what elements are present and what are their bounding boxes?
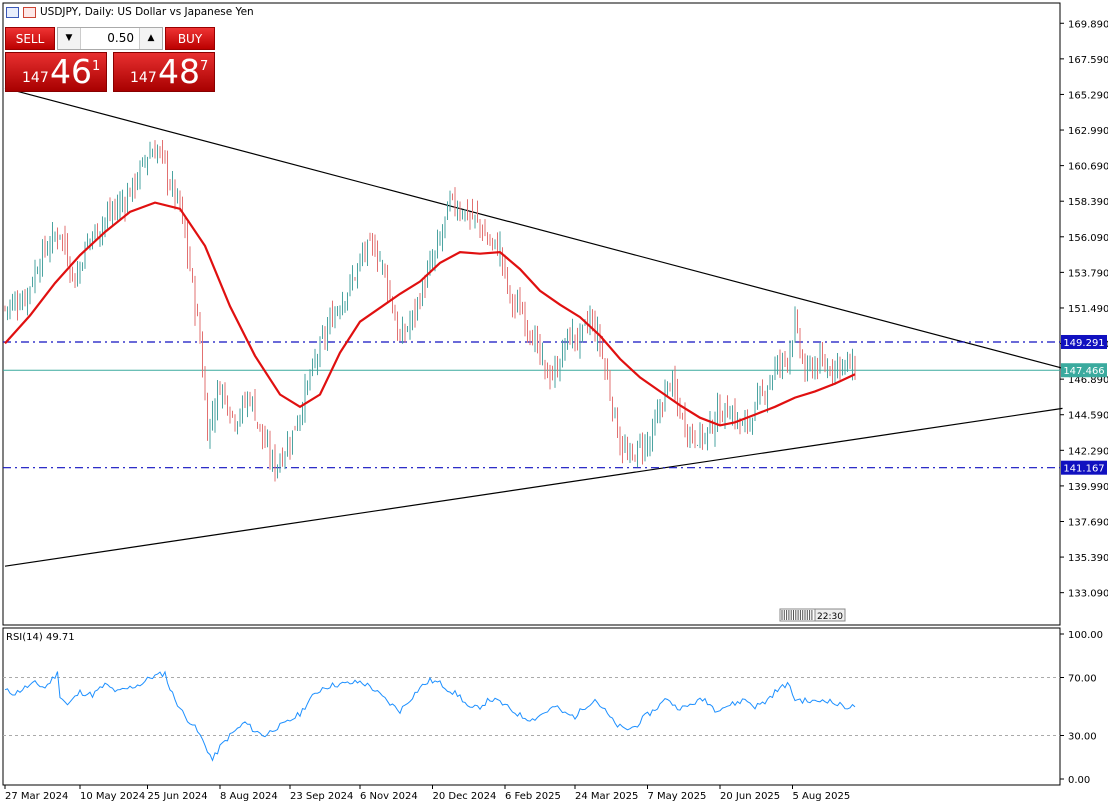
buy-price-prefix: 147 <box>130 70 157 86</box>
time-tick-label: 6 Nov 2024 <box>360 791 418 801</box>
rsi-tick-label: 100.00 <box>1068 630 1103 641</box>
time-x-axis: 27 Mar 2024 10 May 2024 25 Jun 2024 8 Aug 2… <box>4 785 851 801</box>
price-tick-label: 153.790 <box>1068 268 1108 279</box>
time-tick-label: 7 May 2025 <box>648 791 707 801</box>
price-tick-label: 167.590 <box>1068 55 1108 66</box>
price-tick-label: 135.390 <box>1068 553 1108 564</box>
rsi-tick-label: 70.00 <box>1068 674 1097 685</box>
chart-title: USDJPY, Daily: US Dollar vs Japanese Yen <box>40 6 254 18</box>
time-tick-label: 27 Mar 2024 <box>5 791 68 801</box>
horizontal-level-badge <box>1061 334 1107 349</box>
price-tick-label: 139.990 <box>1068 482 1108 493</box>
sell-button[interactable]: SELL <box>5 27 55 50</box>
lot-size-stepper[interactable]: ▼ 0.50 ▲ <box>57 27 163 50</box>
time-tick-label: 8 Aug 2024 <box>220 791 278 801</box>
sell-price-fraction: 1 <box>92 59 101 74</box>
lot-decrease-chevron-down-icon[interactable]: ▼ <box>58 28 81 49</box>
time-tick-label: 10 May 2024 <box>80 791 145 801</box>
time-tick-label: 5 Aug 2025 <box>793 791 851 801</box>
price-tick-label: 160.690 <box>1068 162 1108 173</box>
horizontal-level-label: 149.291 <box>1063 338 1104 349</box>
price-tick-label: 146.890 <box>1068 375 1108 386</box>
price-tick-label: 142.290 <box>1068 446 1108 457</box>
buy-price-fraction: 7 <box>200 59 209 74</box>
time-badge <box>814 608 846 622</box>
rsi-tick-label: 30.00 <box>1068 732 1097 743</box>
price-tick-label: 165.290 <box>1068 90 1108 101</box>
horizontal-level-label: 141.167 <box>1063 464 1104 475</box>
time-tick-label: 20 Dec 2024 <box>433 791 497 801</box>
price-panel-frame <box>2 2 1061 626</box>
symbol-flag-icon <box>23 6 36 18</box>
rsi-tick-label: 0.00 <box>1068 775 1090 786</box>
rsi-y-axis: 100.00 70.00 30.00 0.00 <box>1060 630 1103 786</box>
buy-price-box[interactable]: 147 48 7 <box>113 52 215 92</box>
sell-price-box[interactable]: 147 46 1 <box>5 52 107 92</box>
rsi-indicator-label: RSI(14) 49.71 <box>6 632 75 643</box>
time-tick-label: 25 Jun 2024 <box>148 791 208 801</box>
price-tick-label: 169.890 <box>1068 19 1108 30</box>
price-tick-label: 156.090 <box>1068 233 1108 244</box>
trendline[interactable] <box>4 407 1063 567</box>
price-tick-label: 133.090 <box>1068 589 1108 600</box>
price-tick-label: 158.390 <box>1068 197 1108 208</box>
one-click-trading-panel: SELL ▼ 0.50 ▲ BUY 147 46 1 147 48 7 <box>5 27 215 92</box>
buy-price-pips: 48 <box>158 52 200 91</box>
price-y-axis: 169.890 167.590 165.290 162.990 160.690 158.3… <box>1060 19 1108 600</box>
rsi-panel-frame <box>2 627 1061 786</box>
lot-size-input[interactable]: 0.50 <box>107 31 134 45</box>
bid-price-label: 147.466 <box>1063 366 1104 377</box>
time-tick-label: 23 Sep 2024 <box>290 791 353 801</box>
sell-price-pips: 46 <box>50 52 92 91</box>
price-tick-label: 162.990 <box>1068 126 1108 137</box>
price-tick-label: 144.590 <box>1068 411 1108 422</box>
price-tick-label: 137.690 <box>1068 517 1108 528</box>
time-tick-label: 20 Jun 2025 <box>720 791 780 801</box>
price-tick-label: 151.490 <box>1068 304 1108 315</box>
sell-price-prefix: 147 <box>22 70 49 86</box>
time-badge-label: 22:30 <box>817 612 843 622</box>
buy-button[interactable]: BUY <box>165 27 215 50</box>
rsi-line[interactable] <box>4 670 856 762</box>
chart-window-icon[interactable] <box>6 6 19 18</box>
moving-average-line[interactable] <box>4 201 856 427</box>
horizontal-level-badge <box>1061 460 1107 475</box>
bid-price-badge <box>1061 363 1107 378</box>
time-tick-label: 24 Mar 2025 <box>575 791 638 801</box>
chart-title-bar: USDJPY, Daily: US Dollar vs Japanese Yen <box>6 6 254 18</box>
trendline[interactable] <box>4 87 1063 369</box>
lot-increase-chevron-up-icon[interactable]: ▲ <box>139 28 162 49</box>
time-tick-label: 6 Feb 2025 <box>505 791 561 801</box>
